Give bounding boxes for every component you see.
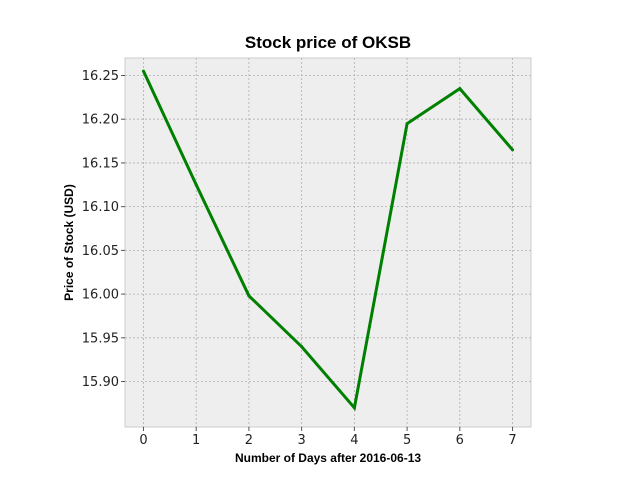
y-tick-label: 16.25: [82, 69, 119, 84]
x-tick-label: 7: [508, 433, 516, 448]
data-point: [141, 69, 145, 73]
grid-lines: [125, 58, 531, 427]
x-tick-label: 3: [297, 433, 305, 448]
y-tick-label: 15.95: [82, 331, 119, 346]
x-axis-ticks: 0 1 2 3 4 5 6 7: [139, 427, 517, 448]
x-axis-label: Number of Days after 2016-06-13: [235, 451, 421, 465]
x-tick-label: 2: [245, 433, 253, 448]
chart-title: Stock price of OKSB: [245, 33, 411, 52]
y-axis-label: Price of Stock (USD): [62, 184, 76, 301]
x-tick-label: 0: [139, 433, 147, 448]
series-layer: [141, 69, 515, 412]
x-tick-label: 5: [403, 433, 411, 448]
x-tick-label: 4: [350, 433, 358, 448]
y-tick-label: 15.90: [82, 375, 119, 390]
y-tick-label: 16.00: [82, 288, 119, 303]
data-point: [352, 406, 356, 410]
x-tick-label: 6: [456, 433, 464, 448]
data-point: [194, 183, 198, 187]
price-series-line: [142, 70, 514, 412]
data-point: [458, 87, 462, 91]
data-point: [511, 148, 515, 152]
x-tick-label: 1: [192, 433, 200, 448]
y-tick-label: 16.10: [82, 200, 119, 215]
plot-area: [124, 57, 532, 428]
y-axis-ticks: 15.90 15.95 16.00 16.05 16.10 16.15 16.20 16.25: [82, 69, 125, 390]
data-point: [247, 294, 251, 298]
y-tick-label: 16.05: [82, 244, 119, 259]
data-point: [300, 345, 304, 349]
y-tick-label: 16.15: [82, 156, 119, 171]
y-tick-label: 16.20: [82, 113, 119, 128]
data-point: [405, 122, 409, 126]
